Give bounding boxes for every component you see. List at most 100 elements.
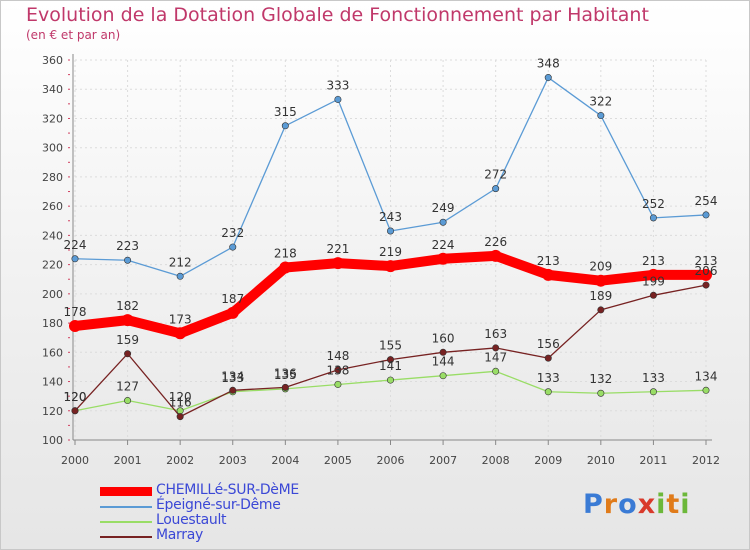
data-point-0 — [279, 261, 292, 274]
data-label-0: 218 — [274, 247, 297, 261]
data-point-2 — [702, 386, 710, 394]
data-labels: 224 223 212 232 315 333 243 249 272 348 322 252 254 1… — [64, 57, 718, 410]
x-tick-label: 2008 — [482, 454, 510, 467]
x-tick-label: 2000 — [61, 454, 89, 467]
x-tick-label: 2012 — [692, 454, 720, 467]
data-point-2 — [386, 376, 394, 384]
data-point-0 — [384, 260, 397, 273]
data-label-0: 226 — [484, 235, 507, 249]
data-label-0: 213 — [642, 254, 665, 268]
chart-subtitle: (en € et par an) — [26, 28, 121, 42]
data-label-3: 206 — [695, 264, 718, 278]
data-label-0: 173 — [169, 312, 192, 326]
y-tick-label: 100 — [42, 434, 63, 447]
series-points — [69, 74, 712, 421]
y-tick-label: 220 — [42, 259, 63, 272]
logo-letter: o — [618, 489, 638, 520]
data-point-3 — [649, 291, 657, 299]
data-point-1 — [439, 218, 447, 226]
y-tick-label: 320 — [42, 112, 63, 125]
data-label-3: 199 — [642, 274, 665, 288]
data-label-2: 120 — [169, 390, 192, 404]
data-label-1: 272 — [484, 168, 507, 182]
x-tick-label: 2007 — [429, 454, 457, 467]
y-tick-label: 260 — [42, 200, 63, 213]
data-label-3: 136 — [274, 366, 297, 380]
data-label-1: 223 — [116, 239, 139, 253]
data-point-3 — [386, 356, 394, 364]
y-tick-label: 140 — [42, 376, 63, 389]
data-point-0 — [121, 314, 134, 327]
data-point-0 — [594, 274, 607, 287]
data-point-2 — [124, 397, 132, 405]
data-label-2: 134 — [695, 369, 718, 383]
y-tick-label: 160 — [42, 346, 63, 359]
data-point-1 — [544, 74, 552, 82]
data-label-2: 133 — [642, 371, 665, 385]
data-point-1 — [176, 272, 184, 280]
data-label-3: 163 — [484, 327, 507, 341]
data-point-3 — [281, 383, 289, 391]
data-label-1: 232 — [221, 226, 244, 240]
legend-label: CHEMILLé-SUR-DèME — [156, 482, 299, 498]
y-tick-label: 280 — [42, 171, 63, 184]
data-label-1: 348 — [537, 57, 560, 71]
data-point-1 — [334, 95, 342, 103]
data-label-0: 224 — [432, 238, 455, 252]
data-label-1: 254 — [695, 194, 718, 208]
data-label-1: 243 — [379, 210, 402, 224]
data-label-3: 155 — [379, 339, 402, 353]
data-point-1 — [597, 112, 605, 120]
data-point-0 — [489, 249, 502, 262]
data-label-2: 120 — [64, 390, 87, 404]
data-label-0: 221 — [326, 242, 349, 256]
data-label-3: 160 — [432, 331, 455, 345]
data-point-0 — [437, 252, 450, 265]
data-point-0 — [700, 268, 712, 281]
data-point-0 — [69, 320, 81, 332]
data-label-3: 189 — [589, 289, 612, 303]
x-tick-label: 2009 — [534, 454, 562, 467]
proxiti-logo: Proxiti — [583, 489, 691, 520]
legend-swatch — [100, 521, 152, 523]
data-label-3: 159 — [116, 333, 139, 347]
data-point-2 — [439, 372, 447, 380]
y-tick-label: 300 — [42, 142, 63, 155]
data-label-2: 133 — [537, 371, 560, 385]
data-label-2: 135 — [274, 368, 297, 382]
data-point-1 — [386, 227, 394, 235]
data-point-1 — [492, 185, 500, 193]
data-point-3 — [334, 366, 342, 374]
x-tick-label: 2010 — [587, 454, 615, 467]
data-point-1 — [71, 255, 79, 263]
data-label-0: 219 — [379, 245, 402, 259]
y-tick-label: 240 — [42, 229, 63, 242]
x-tick-label: 2003 — [219, 454, 247, 467]
data-point-3 — [439, 348, 447, 356]
x-tick-label: 2006 — [377, 454, 405, 467]
data-label-1: 249 — [432, 201, 455, 215]
legend-label: Louestault — [156, 512, 227, 528]
x-tick-label: 2011 — [639, 454, 667, 467]
data-point-3 — [124, 350, 132, 358]
y-tick-label: 200 — [42, 288, 63, 301]
data-label-2: 138 — [326, 363, 349, 377]
data-point-0 — [331, 257, 344, 270]
data-label-1: 224 — [64, 238, 87, 252]
data-label-3: 120 — [64, 390, 87, 404]
data-label-3: 148 — [326, 349, 349, 363]
data-point-1 — [124, 256, 132, 264]
data-label-1: 333 — [326, 78, 349, 92]
data-label-2: 127 — [116, 380, 139, 394]
y-axis: 100 120 140 160 180 200 220 240 260 280 300 320 340 3… — [42, 54, 74, 447]
legend-swatch — [100, 506, 152, 508]
data-label-0: 178 — [64, 305, 87, 319]
data-point-2 — [492, 367, 500, 375]
data-point-1 — [702, 211, 710, 219]
data-point-0 — [647, 268, 660, 281]
data-label-1: 252 — [642, 197, 665, 211]
data-label-2: 147 — [484, 350, 507, 364]
data-point-3 — [597, 306, 605, 314]
data-label-2: 133 — [221, 371, 244, 385]
